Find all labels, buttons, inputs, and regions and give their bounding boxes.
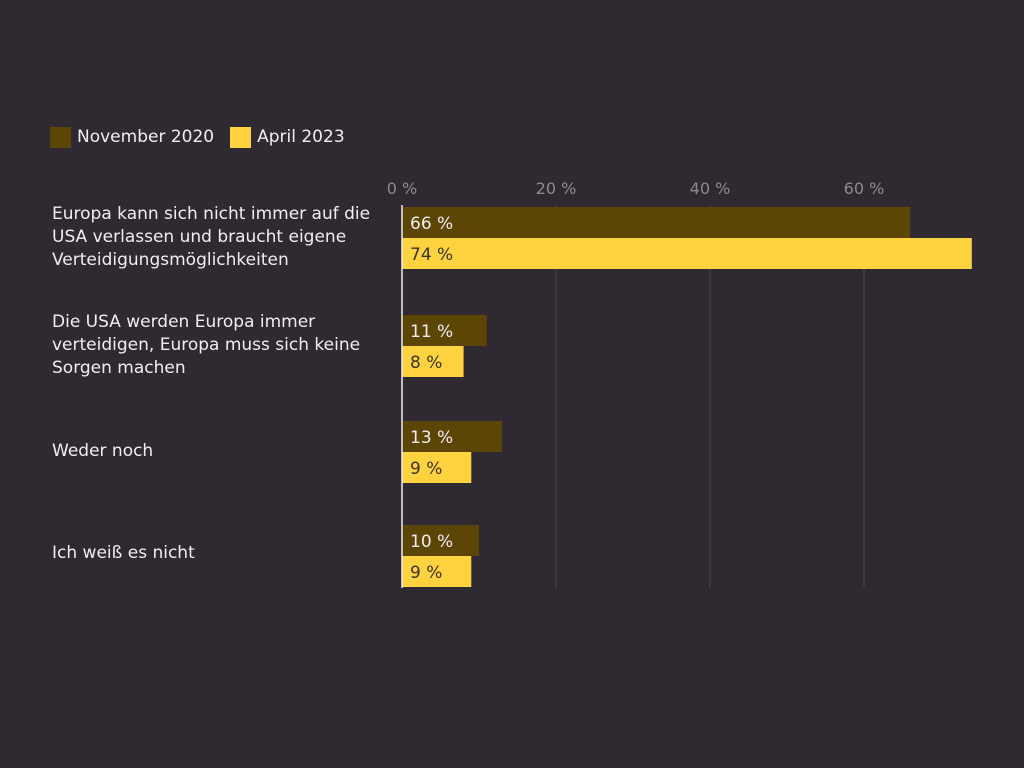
legend: November 2020 April 2023 [50, 122, 345, 152]
category-label: Die USA werden Europa immer verteidigen,… [52, 312, 361, 378]
category-label: Europa kann sich nicht immer auf die USA… [52, 204, 371, 270]
data-label: 74 % [410, 245, 453, 265]
bar [402, 421, 503, 452]
bar [402, 556, 472, 587]
data-label: 10 % [410, 532, 453, 552]
data-label: 13 % [410, 428, 453, 448]
bar [402, 346, 464, 377]
data-label: 8 % [410, 353, 442, 373]
x-tick-label: 40 % [690, 179, 731, 198]
x-tick-label: 20 % [536, 179, 577, 198]
bar [402, 452, 472, 483]
legend-label-april-2023: April 2023 [257, 127, 345, 147]
bar [402, 525, 479, 556]
x-tick-label: 0 % [387, 179, 417, 198]
x-tick-label: 60 % [844, 179, 885, 198]
legend-swatch-november-2020 [50, 126, 71, 148]
legend-item-april-2023: April 2023 [230, 126, 345, 148]
data-label: 11 % [410, 322, 453, 342]
legend-item-november-2020: November 2020 [50, 126, 215, 148]
bar [402, 238, 972, 269]
data-label: 9 % [410, 563, 442, 583]
legend-swatch-april-2023 [230, 126, 252, 148]
data-label: 9 % [410, 459, 442, 479]
category-label: Ich weiß es nicht [52, 543, 195, 563]
bar [402, 207, 911, 238]
category-label: Weder noch [52, 441, 154, 461]
data-label: 66 % [410, 214, 453, 234]
bar [402, 315, 487, 346]
legend-label-november-2020: November 2020 [77, 127, 215, 147]
